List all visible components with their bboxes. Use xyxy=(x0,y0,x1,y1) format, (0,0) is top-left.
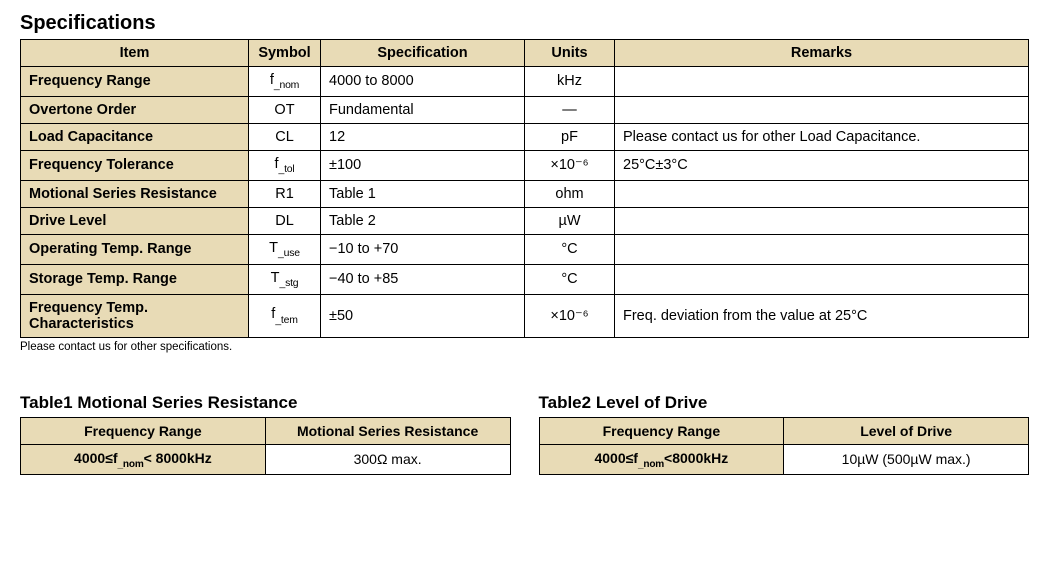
table-row: Operating Temp. RangeT_use−10 to +70°C xyxy=(21,234,1029,264)
spec-title: Specifications xyxy=(20,12,1029,35)
spec-value: ±50 xyxy=(321,294,525,337)
spec-symbol: T_stg xyxy=(249,264,321,294)
table1-col-value: Motional Series Resistance xyxy=(265,417,510,444)
table-row: Storage Temp. RangeT_stg−40 to +85°C xyxy=(21,264,1029,294)
spec-units: kHz xyxy=(525,67,615,97)
table-row: Drive LevelDLTable 2µW xyxy=(21,207,1029,234)
spec-value: Table 2 xyxy=(321,207,525,234)
table2-title: Table2 Level of Drive xyxy=(539,393,1030,413)
table2-freq: 4000≤f_nom<8000kHz xyxy=(539,444,784,475)
spec-units: °C xyxy=(525,264,615,294)
table-row: 4000≤f_nom<8000kHz 10µW (500µW max.) xyxy=(539,444,1029,475)
spec-symbol: DL xyxy=(249,207,321,234)
spec-item: Frequency Range xyxy=(21,67,249,97)
spec-item: Storage Temp. Range xyxy=(21,264,249,294)
table-row: Frequency Tolerancef_tol±100×10⁻⁶25°C±3°… xyxy=(21,150,1029,180)
table2-block: Table2 Level of Drive Frequency Range Le… xyxy=(539,393,1030,476)
spec-symbol: f_tol xyxy=(249,150,321,180)
table1-title: Table1 Motional Series Resistance xyxy=(20,393,511,413)
spec-value: Table 1 xyxy=(321,180,525,207)
table1-value: 300Ω max. xyxy=(265,444,510,475)
spec-item: Motional Series Resistance xyxy=(21,180,249,207)
spec-symbol: OT xyxy=(249,96,321,123)
spec-remarks: Freq. deviation from the value at 25°C xyxy=(615,294,1029,337)
spec-units: °C xyxy=(525,234,615,264)
table1: Frequency Range Motional Series Resistan… xyxy=(20,417,511,476)
table-row: Frequency Rangef_nom4000 to 8000kHz xyxy=(21,67,1029,97)
table-row: 4000≤f_nom< 8000kHz 300Ω max. xyxy=(21,444,511,475)
spec-remarks xyxy=(615,234,1029,264)
table1-block: Table1 Motional Series Resistance Freque… xyxy=(20,393,511,476)
spec-value: −40 to +85 xyxy=(321,264,525,294)
spec-units: ×10⁻⁶ xyxy=(525,294,615,337)
spec-value: 4000 to 8000 xyxy=(321,67,525,97)
spec-value: ±100 xyxy=(321,150,525,180)
spec-remarks xyxy=(615,67,1029,97)
table2: Frequency Range Level of Drive 4000≤f_no… xyxy=(539,417,1030,476)
table1-col-freq: Frequency Range xyxy=(21,417,266,444)
col-remarks: Remarks xyxy=(615,40,1029,67)
table2-col-freq: Frequency Range xyxy=(539,417,784,444)
spec-item: Drive Level xyxy=(21,207,249,234)
table2-col-value: Level of Drive xyxy=(784,417,1029,444)
col-spec: Specification xyxy=(321,40,525,67)
spec-footnote: Please contact us for other specificatio… xyxy=(20,341,1029,353)
spec-units: µW xyxy=(525,207,615,234)
spec-item: Overtone Order xyxy=(21,96,249,123)
spec-units: ×10⁻⁶ xyxy=(525,150,615,180)
spec-item: Frequency Temp. Characteristics xyxy=(21,294,249,337)
spec-remarks xyxy=(615,207,1029,234)
table1-freq: 4000≤f_nom< 8000kHz xyxy=(21,444,266,475)
spec-symbol: R1 xyxy=(249,180,321,207)
spec-table: Item Symbol Specification Units Remarks … xyxy=(20,39,1029,338)
table-row: Load CapacitanceCL12pFPlease contact us … xyxy=(21,123,1029,150)
spec-remarks: 25°C±3°C xyxy=(615,150,1029,180)
table-row: Motional Series ResistanceR1Table 1ohm xyxy=(21,180,1029,207)
spec-units: pF xyxy=(525,123,615,150)
spec-remarks xyxy=(615,180,1029,207)
spec-value: Fundamental xyxy=(321,96,525,123)
spec-item: Frequency Tolerance xyxy=(21,150,249,180)
spec-symbol: f_tem xyxy=(249,294,321,337)
spec-item: Load Capacitance xyxy=(21,123,249,150)
spec-item: Operating Temp. Range xyxy=(21,234,249,264)
table-row: Frequency Temp. Characteristicsf_tem±50×… xyxy=(21,294,1029,337)
spec-value: 12 xyxy=(321,123,525,150)
col-item: Item xyxy=(21,40,249,67)
spec-remarks: Please contact us for other Load Capacit… xyxy=(615,123,1029,150)
spec-remarks xyxy=(615,264,1029,294)
spec-units: ohm xyxy=(525,180,615,207)
spec-remarks xyxy=(615,96,1029,123)
col-units: Units xyxy=(525,40,615,67)
table2-value: 10µW (500µW max.) xyxy=(784,444,1029,475)
spec-symbol: CL xyxy=(249,123,321,150)
spec-value: −10 to +70 xyxy=(321,234,525,264)
table-row: Overtone OrderOTFundamental— xyxy=(21,96,1029,123)
spec-units: — xyxy=(525,96,615,123)
spec-header-row: Item Symbol Specification Units Remarks xyxy=(21,40,1029,67)
col-symbol: Symbol xyxy=(249,40,321,67)
spec-symbol: T_use xyxy=(249,234,321,264)
spec-symbol: f_nom xyxy=(249,67,321,97)
